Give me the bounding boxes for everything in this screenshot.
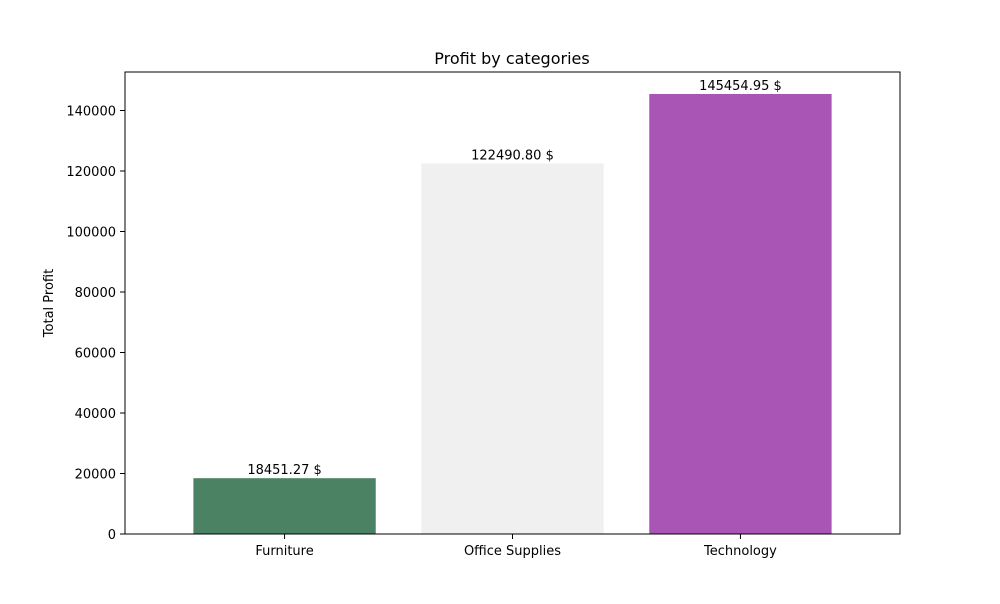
y-tick-label: 0 (108, 528, 116, 543)
y-axis-label: Total Profit (42, 269, 57, 338)
chart-title: Profit by categories (434, 49, 589, 68)
x-axis-ticks: Furniture Office Supplies Technology (255, 534, 777, 559)
bar-office-supplies (421, 163, 604, 534)
bars-group (193, 94, 832, 535)
x-tick-label: Technology (703, 544, 777, 559)
data-label: 145454.95 $ (699, 79, 782, 94)
y-axis-ticks: 0 20000 40000 60000 80000 100000 120000 140000 (66, 105, 125, 543)
y-tick-label: 60000 (75, 347, 116, 362)
data-labels-group: 18451.27 $ 122490.80 $ 145454.95 $ (247, 79, 781, 478)
y-tick-label: 120000 (66, 165, 116, 180)
x-tick-label: Furniture (255, 544, 313, 559)
y-tick-label: 20000 (75, 468, 116, 483)
y-tick-label: 140000 (66, 105, 116, 120)
bar-technology (649, 94, 832, 535)
x-tick-label: Office Supplies (464, 544, 561, 559)
bar-furniture (193, 478, 376, 534)
data-label: 18451.27 $ (247, 463, 321, 478)
y-tick-label: 100000 (66, 226, 116, 241)
data-label: 122490.80 $ (471, 148, 554, 163)
plot-frame (124, 71, 901, 535)
y-tick-label: 40000 (75, 407, 116, 422)
y-tick-label: 80000 (75, 286, 116, 301)
